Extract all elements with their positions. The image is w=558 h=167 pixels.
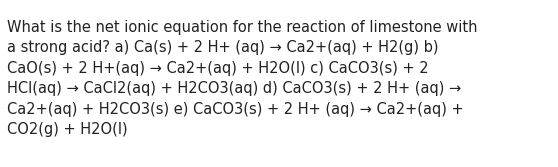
Text: What is the net ionic equation for the reaction of limestone with
a strong acid?: What is the net ionic equation for the r…: [7, 20, 477, 137]
